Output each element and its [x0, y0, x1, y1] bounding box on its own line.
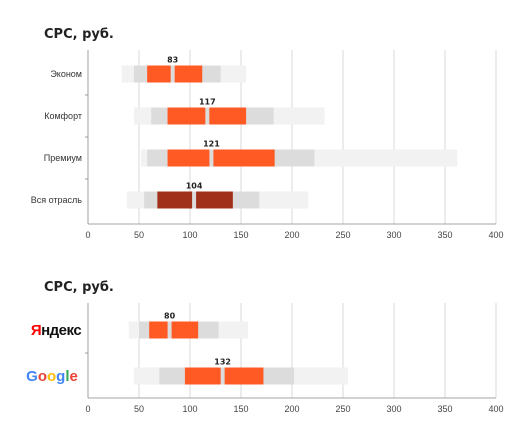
category-label: Премиум	[44, 153, 82, 163]
core-upper-bar	[213, 149, 275, 167]
x-tick-label: 0	[85, 404, 90, 414]
median-label: 117	[199, 98, 216, 107]
median-label: 132	[214, 358, 231, 367]
x-tick-label: 100	[182, 404, 197, 414]
google-logo-letter: g	[56, 368, 65, 385]
core-lower-bar	[157, 191, 193, 209]
x-tick-label: 50	[134, 404, 144, 414]
x-tick-label: 400	[488, 230, 503, 240]
x-tick-label: 200	[284, 230, 299, 240]
x-tick-label: 150	[233, 404, 248, 414]
median-label: 121	[203, 140, 220, 149]
core-lower-bar	[167, 107, 206, 125]
x-tick-label: 300	[386, 230, 401, 240]
chart-1-title: CPC, руб.	[44, 27, 114, 42]
google-logo-letter: l	[65, 368, 69, 385]
category-label: Комфорт	[44, 111, 82, 121]
x-tick-label: 350	[437, 230, 452, 240]
x-tick-label: 250	[335, 404, 350, 414]
chart-2-plot: 0 50 100 150 200 250 300 350 400 80 Яндекс 132 Googl…	[26, 303, 504, 414]
google-logo: Google	[26, 368, 78, 385]
x-tick-label: 250	[335, 230, 350, 240]
core-upper-bar	[171, 321, 199, 339]
median-label: 80	[164, 312, 176, 321]
core-lower-bar	[184, 367, 221, 385]
chart-2-title: CPC, руб.	[44, 280, 114, 295]
yandex-logo: Яндекс	[31, 322, 82, 339]
google-logo-letter: o	[38, 368, 47, 385]
core-upper-bar	[174, 65, 203, 83]
median-label: 83	[167, 56, 178, 65]
category-label: Эконом	[50, 69, 82, 79]
yandex-logo-first-letter: Я	[31, 322, 41, 339]
core-upper-bar	[196, 191, 233, 209]
core-upper-bar	[209, 107, 247, 125]
google-logo-letter: e	[70, 368, 78, 385]
category-label: Вся отрасль	[31, 195, 83, 205]
google-logo-letter: G	[26, 368, 38, 385]
x-tick-label: 300	[386, 404, 401, 414]
google-logo-letter: o	[47, 368, 56, 385]
core-upper-bar	[224, 367, 264, 385]
x-tick-label: 200	[284, 404, 299, 414]
x-tick-label: 0	[85, 230, 90, 240]
core-lower-bar	[147, 65, 171, 83]
core-lower-bar	[167, 149, 210, 167]
x-tick-label: 350	[437, 404, 452, 414]
x-tick-label: 50	[134, 230, 144, 240]
median-label: 104	[186, 182, 203, 191]
x-tick-label: 150	[233, 230, 248, 240]
core-lower-bar	[149, 321, 168, 339]
x-tick-label: 100	[182, 230, 197, 240]
x-tick-label: 400	[488, 404, 503, 414]
chart-1-plot: 0 50 100 150 200 250 300 350 400 83 Эконом 117 Комфо…	[31, 50, 504, 240]
